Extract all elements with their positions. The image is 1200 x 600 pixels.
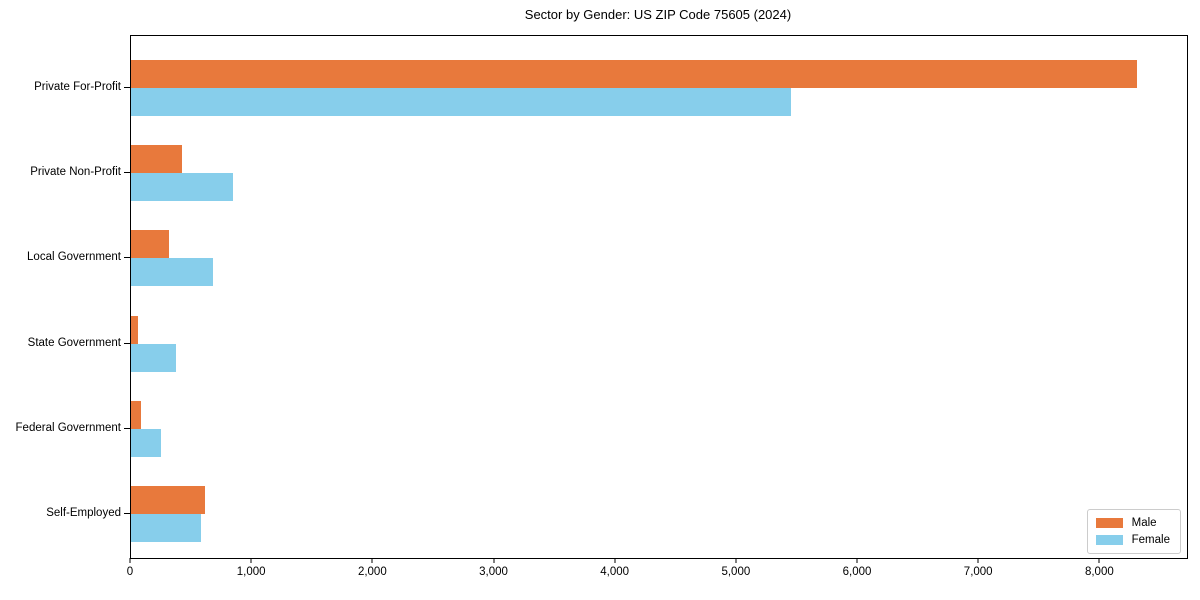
y-tick-label: Private For-Profit	[34, 81, 121, 93]
x-tick-label: 2,000	[357, 566, 387, 578]
y-tick-mark	[124, 87, 130, 88]
x-tick-mark	[250, 558, 252, 563]
x-tick-mark	[1098, 558, 1100, 563]
y-tick-mark	[124, 427, 130, 429]
legend-item-female: Female	[1095, 534, 1170, 546]
bar-female-self-employed	[131, 514, 201, 542]
legend-item-male: Male	[1095, 517, 1170, 529]
x-tick-label: 1,000	[236, 566, 266, 578]
y-tick-label: Private Non-Profit	[30, 166, 121, 179]
female-legend-label: Female	[1131, 534, 1170, 546]
y-tick-mark	[124, 172, 130, 174]
y-axis-ticks	[124, 35, 130, 557]
female-legend-swatch	[1095, 535, 1123, 545]
bars-layer	[131, 36, 1187, 558]
male-legend-swatch	[1095, 518, 1123, 528]
y-tick-mark	[124, 513, 130, 514]
legend: Male Female	[1086, 509, 1181, 554]
x-tick-mark	[977, 558, 979, 563]
bar-female-federal-government	[131, 428, 162, 457]
y-tick-mark	[124, 342, 130, 344]
y-tick-label: Local Government	[27, 251, 121, 264]
y-tick-mark	[124, 257, 130, 259]
bar-male-federal-government	[131, 400, 142, 429]
bar-male-local-government	[131, 230, 169, 259]
bar-female-state-government	[131, 343, 176, 372]
bar-male-self-employed	[131, 486, 205, 514]
bar-male-state-government	[131, 315, 139, 344]
chart-title: Sector by Gender: US ZIP Code 75605 (202…	[524, 7, 792, 22]
x-tick-label: 5,000	[721, 566, 751, 578]
x-tick-label: 4,000	[600, 566, 630, 578]
x-tick-label: 7,000	[963, 566, 993, 578]
x-tick-mark	[493, 558, 494, 563]
x-tick-mark	[856, 558, 858, 563]
x-tick-label: 3,000	[479, 566, 508, 578]
y-tick-label: Self-Employed	[46, 507, 121, 519]
plot-area: Male Female	[130, 35, 1188, 559]
x-tick-mark	[129, 558, 131, 563]
y-tick-label: State Government	[27, 336, 121, 349]
bar-female-private-for-profit	[131, 88, 792, 116]
y-tick-label: Federal Government	[15, 421, 121, 434]
y-axis-labels: Private For-Profit Private Non-Profit Loca…	[0, 35, 121, 557]
bar-male-private-for-profit	[131, 60, 1137, 88]
x-tick-label: 8,000	[1084, 566, 1114, 578]
male-legend-label: Male	[1131, 517, 1157, 529]
bar-female-local-government	[131, 258, 214, 287]
bar-male-private-non-profit	[131, 145, 182, 174]
x-tick-mark	[614, 558, 616, 563]
bar-female-private-non-profit	[131, 173, 233, 202]
x-tick-mark	[735, 558, 737, 563]
x-tick-label: 0	[126, 566, 134, 578]
x-tick-label: 6,000	[842, 566, 872, 578]
x-axis: 0 1,000 2,000 3,000 4,000 5,000 6,000 7,000 8,00…	[126, 557, 1186, 587]
x-tick-mark	[371, 558, 373, 563]
